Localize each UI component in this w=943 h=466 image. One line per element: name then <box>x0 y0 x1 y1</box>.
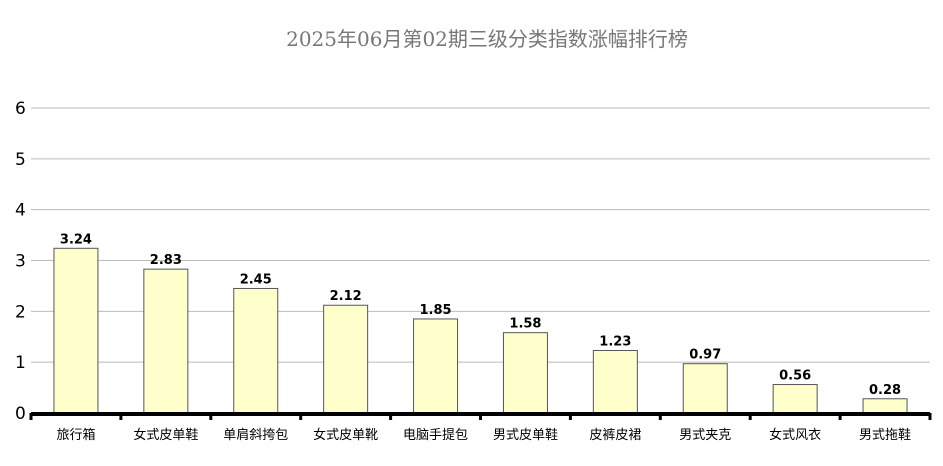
x-tick-label: 电脑手提包 <box>403 427 468 443</box>
data-label: 0.28 <box>869 383 901 398</box>
chart-title: 2025年06月第02期三级分类指数涨幅排行榜 <box>286 27 688 51</box>
bar <box>502 332 548 414</box>
x-tick-label: 男式拖鞋 <box>859 427 911 443</box>
data-label: 0.97 <box>689 348 721 363</box>
x-tick-label: 女式皮单鞋 <box>133 427 198 443</box>
y-axis-tick-labels: 0 1 2 3 4 5 6 <box>15 99 26 424</box>
y-tick-label: 6 <box>15 99 26 119</box>
data-label: 2.83 <box>150 253 182 268</box>
bar <box>413 318 459 414</box>
x-tick-label: 男式夹克 <box>679 428 731 443</box>
bar <box>682 363 728 414</box>
x-tick-label: 皮裤皮裙 <box>589 428 641 443</box>
bar <box>862 398 908 414</box>
x-tick-label: 男式皮单鞋 <box>493 427 558 443</box>
bar <box>233 287 279 414</box>
data-label: 1.85 <box>420 303 452 318</box>
y-tick-label: 3 <box>15 252 26 272</box>
y-tick-label: 1 <box>15 353 26 373</box>
bar <box>53 247 99 414</box>
y-tick-label: 2 <box>15 302 26 322</box>
y-tick-label: 5 <box>15 150 26 170</box>
x-axis-tick-labels: 旅行箱 女式皮单鞋 单肩斜挎包 女式皮单靴 电脑手提包 男式皮单鞋 皮裤皮裙 男式夹克 女式风衣… <box>56 427 911 443</box>
data-label: 3.24 <box>60 232 92 247</box>
y-tick-label: 0 <box>15 404 26 424</box>
data-label: 1.23 <box>599 334 631 349</box>
data-label: 2.45 <box>240 272 272 287</box>
bar <box>772 384 818 414</box>
x-tick-label: 女式风衣 <box>769 427 821 443</box>
x-tick-label: 单肩斜挎包 <box>223 427 288 443</box>
bar <box>143 268 189 414</box>
x-tick-label: 旅行箱 <box>56 427 95 443</box>
bar <box>323 304 369 414</box>
x-axis <box>29 412 932 420</box>
bar <box>592 349 638 414</box>
data-labels: 3.24 2.83 2.45 2.12 1.85 1.58 1.23 0.97 0.56 0.28 <box>60 232 901 397</box>
data-label: 0.56 <box>779 369 811 384</box>
y-tick-label: 4 <box>15 201 26 221</box>
bars <box>53 247 908 414</box>
data-label: 1.58 <box>509 317 541 332</box>
data-label: 2.12 <box>330 289 362 304</box>
x-tick-label: 女式皮单靴 <box>313 427 378 443</box>
